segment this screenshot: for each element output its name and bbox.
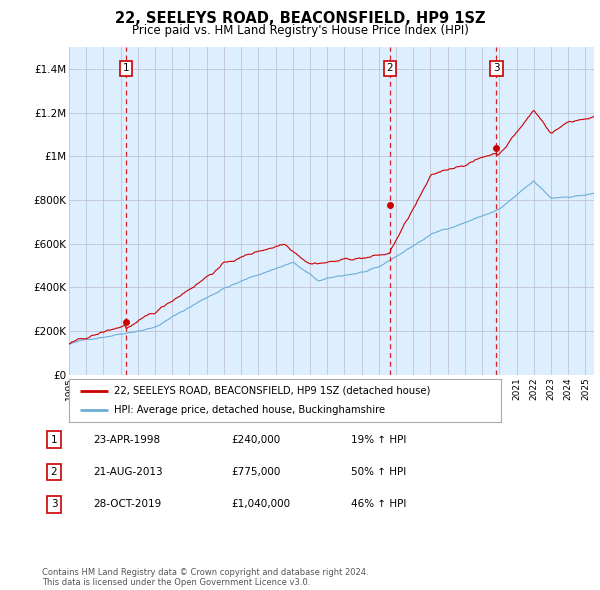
Text: 19% ↑ HPI: 19% ↑ HPI (351, 435, 406, 444)
Text: 3: 3 (493, 64, 500, 74)
Text: £240,000: £240,000 (231, 435, 280, 444)
Text: 2: 2 (50, 467, 58, 477)
Text: 50% ↑ HPI: 50% ↑ HPI (351, 467, 406, 477)
Text: £775,000: £775,000 (231, 467, 280, 477)
Text: 22, SEELEYS ROAD, BEACONSFIELD, HP9 1SZ: 22, SEELEYS ROAD, BEACONSFIELD, HP9 1SZ (115, 11, 485, 25)
Text: 23-APR-1998: 23-APR-1998 (93, 435, 160, 444)
Text: 46% ↑ HPI: 46% ↑ HPI (351, 500, 406, 509)
Text: 28-OCT-2019: 28-OCT-2019 (93, 500, 161, 509)
Text: 21-AUG-2013: 21-AUG-2013 (93, 467, 163, 477)
Text: 3: 3 (50, 500, 58, 509)
Text: Price paid vs. HM Land Registry's House Price Index (HPI): Price paid vs. HM Land Registry's House … (131, 24, 469, 37)
Text: Contains HM Land Registry data © Crown copyright and database right 2024.
This d: Contains HM Land Registry data © Crown c… (42, 568, 368, 587)
Text: 2: 2 (386, 64, 393, 74)
Text: 1: 1 (122, 64, 129, 74)
Text: HPI: Average price, detached house, Buckinghamshire: HPI: Average price, detached house, Buck… (115, 405, 385, 415)
Text: 1: 1 (50, 435, 58, 444)
Text: £1,040,000: £1,040,000 (231, 500, 290, 509)
Text: 22, SEELEYS ROAD, BEACONSFIELD, HP9 1SZ (detached house): 22, SEELEYS ROAD, BEACONSFIELD, HP9 1SZ … (115, 386, 431, 396)
